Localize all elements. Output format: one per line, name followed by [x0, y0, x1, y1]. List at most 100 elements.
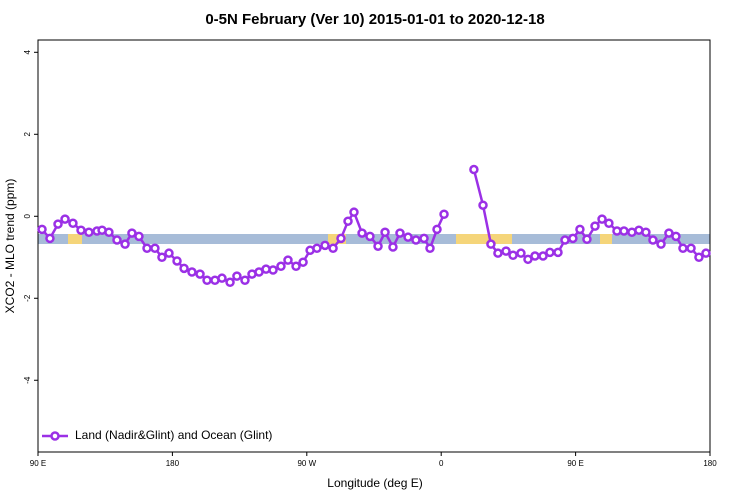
chart-title: 0-5N February (Ver 10) 2015-01-01 to 202…: [205, 11, 544, 28]
data-point: [53, 219, 63, 229]
data-point: [225, 277, 235, 288]
data-point: [349, 207, 359, 217]
data-point: [179, 263, 189, 274]
data-point: [127, 228, 137, 238]
data-point: [648, 235, 658, 245]
data-point: [202, 275, 212, 285]
data-point: [545, 247, 555, 258]
data-point: [217, 273, 227, 283]
y-tick-label: -2: [23, 294, 32, 302]
series-line: [41, 209, 446, 284]
data-point: [365, 231, 375, 242]
legend-marker: [50, 431, 60, 441]
data-point: [240, 275, 250, 285]
y-axis-label: XCO2 - MLO trend (ppm): [3, 179, 17, 314]
y-tick-label: 0: [23, 214, 32, 219]
data-point: [575, 224, 585, 235]
data-point: [120, 239, 130, 249]
data-point: [172, 256, 182, 266]
data-point: [403, 232, 413, 242]
data-point: [432, 224, 442, 235]
data-point: [328, 243, 338, 254]
data-point: [686, 243, 696, 254]
data-point: [604, 218, 614, 228]
series-line: [472, 169, 707, 261]
data-point: [312, 243, 322, 254]
data-point: [530, 251, 540, 261]
data-point: [425, 243, 435, 254]
legend-label: Land (Nadir&Glint) and Ocean (Glint): [75, 428, 272, 442]
data-point: [493, 248, 503, 258]
data-point: [664, 228, 674, 238]
data-point: [590, 221, 600, 231]
data-point: [112, 235, 122, 245]
data-point: [478, 200, 488, 210]
data-point: [671, 231, 681, 242]
data-point: [380, 227, 390, 238]
data-point: [283, 255, 293, 265]
land-patch: [600, 234, 612, 244]
data-point: [45, 233, 55, 244]
data-point: [701, 248, 711, 258]
data-point: [560, 235, 570, 245]
data-point: [164, 248, 174, 258]
data-point: [641, 227, 651, 238]
data-point: [373, 241, 383, 251]
x-tick-label: 180: [166, 459, 180, 468]
data-point: [357, 228, 367, 238]
data-point: [68, 218, 78, 228]
x-tick-label: 90 E: [30, 459, 46, 468]
x-tick-label: 90 W: [297, 459, 316, 468]
data-point: [508, 250, 518, 260]
land-patch: [68, 234, 82, 244]
x-tick-label: 0: [439, 459, 444, 468]
data-point: [656, 239, 666, 249]
data-point: [694, 252, 704, 263]
ocean-band: [38, 234, 710, 244]
data-point: [439, 209, 449, 219]
data-point: [104, 227, 114, 238]
y-tick-label: -4: [23, 376, 32, 384]
data-point: [523, 254, 533, 265]
data-point: [150, 243, 160, 254]
data-point: [411, 235, 421, 245]
data-point: [276, 261, 286, 272]
data-point: [419, 233, 429, 244]
data-point: [134, 231, 144, 242]
data-point: [568, 233, 578, 244]
data-point: [76, 225, 86, 235]
data-point: [469, 164, 479, 175]
x-tick-label: 180: [703, 459, 717, 468]
data-point: [388, 242, 398, 252]
data-point: [619, 226, 629, 236]
data-point: [516, 248, 526, 258]
data-point: [157, 252, 167, 263]
data-point: [336, 233, 346, 244]
x-axis-label: Longitude (deg E): [327, 476, 422, 490]
data-point: [291, 261, 301, 272]
data-point: [268, 265, 278, 275]
data-point: [538, 251, 548, 261]
plot-frame: [37, 39, 711, 453]
data-point: [597, 214, 607, 224]
data-point: [84, 227, 94, 238]
data-point: [187, 267, 197, 277]
data-point: [298, 257, 308, 267]
data-point: [142, 243, 152, 254]
y-tick-label: 2: [23, 132, 32, 137]
data-point: [501, 246, 511, 256]
y-tick-label: 4: [23, 50, 32, 55]
data-point: [232, 271, 242, 281]
x-tick-label: 90 E: [567, 459, 583, 468]
data-point: [320, 240, 330, 251]
data-point: [37, 224, 47, 235]
data-point: [195, 269, 205, 279]
data-point: [395, 228, 405, 238]
data-point: [678, 243, 688, 254]
land-patch: [456, 234, 512, 244]
data-point: [582, 234, 592, 244]
data-point: [343, 216, 353, 226]
data-point: [486, 239, 496, 249]
